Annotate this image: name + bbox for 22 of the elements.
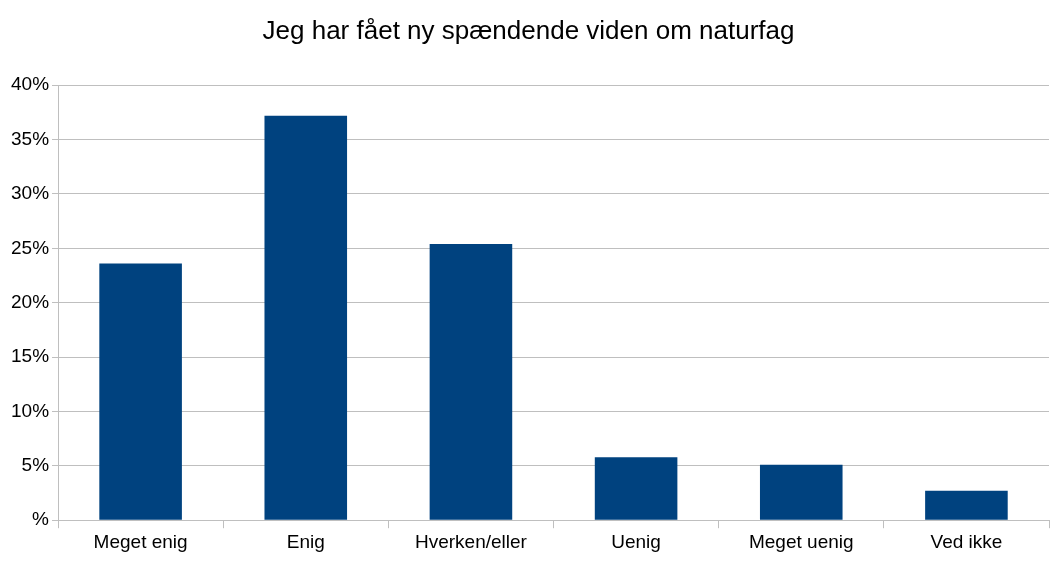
bar xyxy=(99,263,182,520)
bar xyxy=(925,490,1008,520)
bar xyxy=(759,464,843,520)
y-tick-label: 15% xyxy=(11,345,50,367)
x-tick-label: Ved ikke xyxy=(930,530,1003,552)
x-tick-label: Enig xyxy=(286,530,325,552)
y-tick-label: 35% xyxy=(11,127,50,149)
bar xyxy=(594,457,678,520)
x-tick-label: Meget enig xyxy=(93,530,188,552)
y-tick-label: 40% xyxy=(11,73,50,95)
chart-title: Jeg har fået ny spændende viden om naturfag xyxy=(262,14,795,45)
bar xyxy=(264,115,348,520)
y-tick-label: 30% xyxy=(11,182,50,204)
x-tick-label: Uenig xyxy=(611,530,661,552)
y-tick-label: 5% xyxy=(21,454,50,476)
bar xyxy=(429,243,513,520)
x-tick-label: Meget uenig xyxy=(748,530,854,552)
y-tick-label: % xyxy=(32,508,50,530)
y-tick-label: 20% xyxy=(11,290,50,312)
y-tick-label: 25% xyxy=(11,236,50,258)
y-tick-label: 10% xyxy=(11,399,50,421)
x-tick-label: Hverken/eller xyxy=(414,530,528,552)
